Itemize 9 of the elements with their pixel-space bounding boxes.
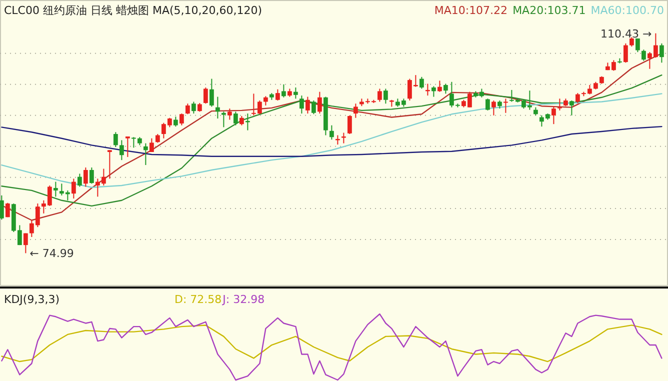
legend: D: 72.58 xyxy=(174,293,222,306)
legend: MA10:107.22 xyxy=(434,4,508,17)
title: CLC00 纽约原油 日线 蜡烛图 MA(5,10,20,60,120) xyxy=(4,4,262,17)
legend: J: 32.98 xyxy=(222,293,265,306)
legend: MA20:103.71 xyxy=(512,4,586,17)
legend: MA60:100.70 xyxy=(590,4,664,17)
annotation: 110.43 → xyxy=(600,27,652,40)
annotation: ← 74.99 xyxy=(30,247,74,260)
title: KDJ(9,3,3) xyxy=(4,293,60,306)
